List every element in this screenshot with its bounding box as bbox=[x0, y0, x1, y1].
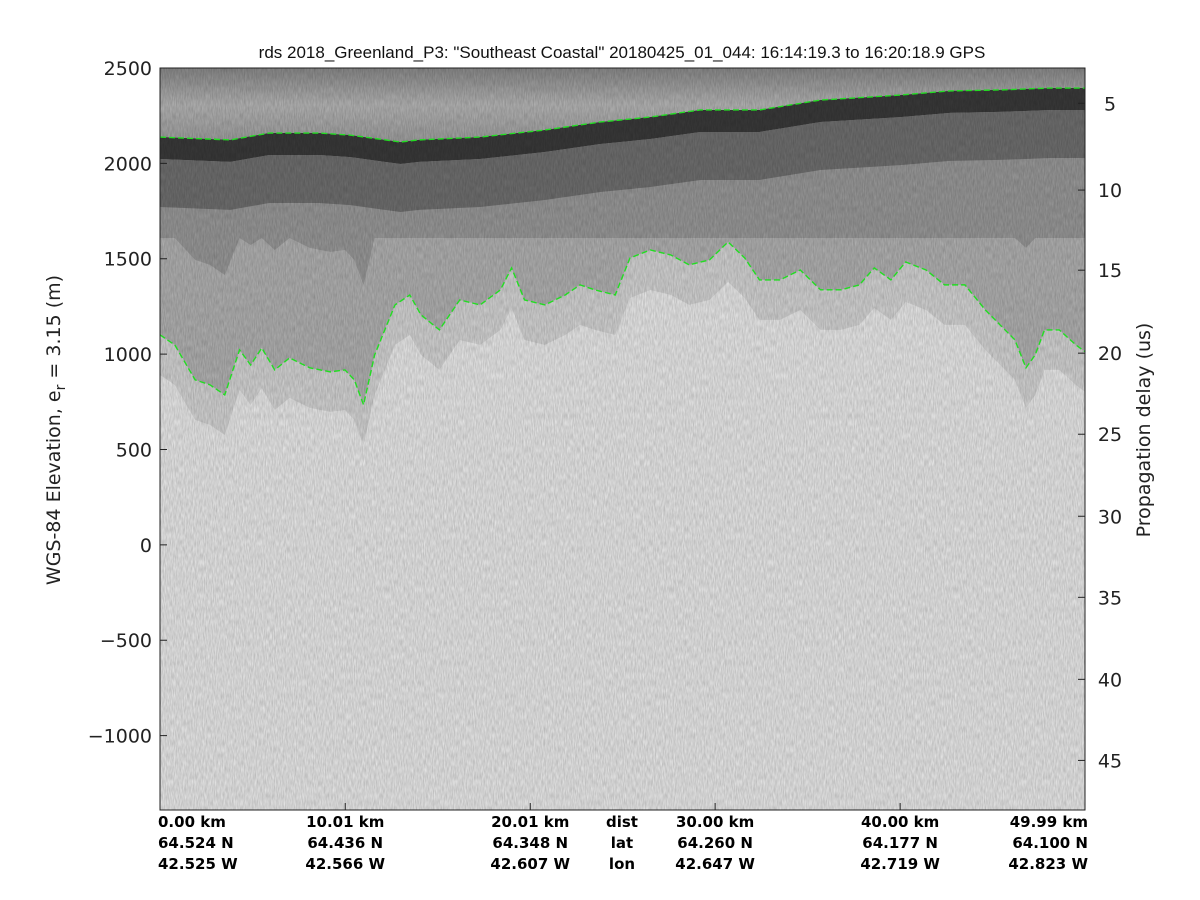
x-tick-label-lon: 42.647 W bbox=[675, 855, 755, 873]
y-right-tick-label: 25 bbox=[1098, 424, 1122, 446]
x-tick-label-lon: 42.566 W bbox=[305, 855, 385, 873]
y-right-tick-label: 10 bbox=[1098, 180, 1122, 202]
y-axis-right-label: Propagation delay (us) bbox=[1133, 323, 1155, 538]
x-tick-label-lat: 64.100 N bbox=[1012, 834, 1088, 852]
x-tick-label-lon: 42.607 W bbox=[490, 855, 570, 873]
y-left-tick-label: 0 bbox=[140, 535, 152, 557]
y-left-tick-label: 500 bbox=[116, 439, 152, 461]
x-tick-label-lat: 64.436 N bbox=[307, 834, 383, 852]
y-right-tick-label: 40 bbox=[1098, 669, 1122, 691]
y-right-tick-label: 35 bbox=[1098, 587, 1122, 609]
y-left-tick-label: −500 bbox=[100, 630, 152, 652]
plot-frame bbox=[159, 67, 1086, 811]
y-axis-left-label: WGS-84 Elevation, er = 3.15 (m) bbox=[43, 275, 69, 585]
y-right-tick-label: 5 bbox=[1104, 93, 1116, 115]
plot-area bbox=[159, 68, 1086, 810]
y-left-tick-label: 1500 bbox=[104, 249, 152, 271]
y-left-tick-label: 1000 bbox=[104, 344, 152, 366]
x-row-label-dist: dist bbox=[606, 813, 638, 831]
x-tick-label-lon: 42.823 W bbox=[1008, 855, 1088, 873]
echogram-noise bbox=[160, 68, 1085, 810]
x-tick-label-dist: 40.00 km bbox=[861, 813, 939, 831]
x-tick-label-dist: 0.00 km bbox=[158, 813, 226, 831]
x-tick-label-lat: 64.177 N bbox=[862, 834, 938, 852]
x-tick-label-lon: 42.525 W bbox=[158, 855, 238, 873]
surface-line bbox=[159, 87, 1086, 143]
x-tick-label-lat: 64.524 N bbox=[158, 834, 234, 852]
chart-title: rds 2018_Greenland_P3: "Southeast Coasta… bbox=[259, 43, 986, 62]
y-right-tick-label: 45 bbox=[1098, 750, 1122, 772]
x-tick-label-lon: 42.719 W bbox=[860, 855, 940, 873]
y-left-tick-label: 2500 bbox=[104, 58, 152, 80]
x-tick-label-dist: 10.01 km bbox=[306, 813, 384, 831]
x-tick-label-lat: 64.260 N bbox=[677, 834, 753, 852]
x-tick-label-dist: 49.99 km bbox=[1010, 813, 1088, 831]
x-tick-label-dist: 20.01 km bbox=[491, 813, 569, 831]
y-right-tick-label: 20 bbox=[1098, 343, 1122, 365]
y-right-tick-label: 15 bbox=[1098, 260, 1122, 282]
y-left-tick-label: 2000 bbox=[104, 153, 152, 175]
x-tick-label-lat: 64.348 N bbox=[492, 834, 568, 852]
y-left-tick-label: −1000 bbox=[88, 726, 152, 748]
y-right-tick-label: 30 bbox=[1098, 506, 1122, 528]
x-tick-label-dist: 30.00 km bbox=[676, 813, 754, 831]
x-row-label-lat: lat bbox=[611, 834, 633, 852]
x-row-label-lon: lon bbox=[609, 855, 635, 873]
bed-line bbox=[159, 240, 1086, 408]
